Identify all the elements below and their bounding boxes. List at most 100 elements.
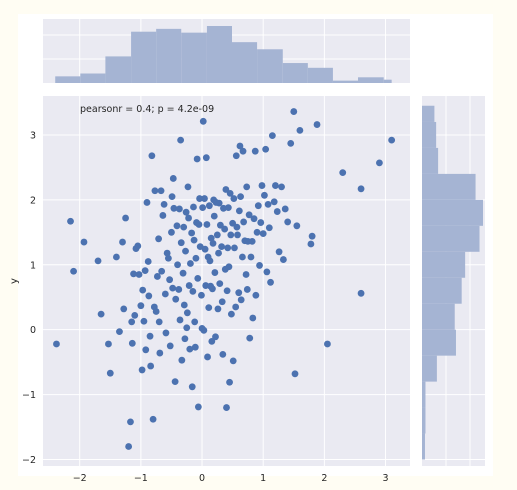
scatter-point xyxy=(192,254,200,262)
y-hist-bar xyxy=(422,277,462,304)
scatter-point xyxy=(177,239,185,247)
scatter-point xyxy=(149,415,157,423)
scatter-point xyxy=(94,257,102,265)
scatter-point xyxy=(127,418,134,426)
scatter-point xyxy=(199,117,207,125)
scatter-point xyxy=(227,310,235,318)
x-hist-bar xyxy=(232,42,258,83)
scatter-point xyxy=(205,202,213,210)
scatter-point xyxy=(251,147,259,155)
y-hist-bar xyxy=(422,199,483,226)
scatter-point xyxy=(293,222,301,230)
y-axis-label: y xyxy=(9,278,20,284)
x-hist-bar xyxy=(80,73,106,83)
scatter-point xyxy=(201,245,209,253)
scatter-point xyxy=(128,339,136,347)
scatter-point xyxy=(152,308,160,315)
scatter-point xyxy=(176,316,184,324)
scatter-point xyxy=(168,193,176,201)
scatter-point xyxy=(205,304,213,312)
scatter-point xyxy=(141,267,149,275)
scatter-point xyxy=(180,301,188,309)
scatter-point xyxy=(229,357,237,365)
top-hist-bars xyxy=(55,26,392,84)
scatter-point xyxy=(175,286,183,293)
x-hist-bar xyxy=(332,80,359,83)
scatter-point xyxy=(202,154,210,162)
scatter-point xyxy=(357,289,365,297)
scatter-point xyxy=(185,214,192,222)
scatter-point xyxy=(232,152,240,160)
y-tick-label: 2 xyxy=(30,195,36,206)
scatter-point xyxy=(267,278,274,286)
scatter-point xyxy=(162,329,170,337)
scatter-point xyxy=(279,256,287,263)
scatter-point xyxy=(213,231,221,239)
joint-plot-grid xyxy=(43,96,410,466)
scatter-point xyxy=(143,199,151,206)
scatter-point xyxy=(67,217,74,225)
scatter-point xyxy=(120,305,128,313)
x-tick-label: 0 xyxy=(199,473,205,484)
scatter-point xyxy=(174,261,181,269)
scatter-point xyxy=(135,271,143,278)
scatter-point xyxy=(240,218,248,226)
y-hist-bar xyxy=(422,329,456,356)
scatter-point xyxy=(226,189,234,197)
scatter-point xyxy=(187,260,194,267)
scatter-point xyxy=(194,403,202,411)
scatter-point xyxy=(209,239,217,247)
scatter-point xyxy=(224,204,232,212)
scatter-point xyxy=(53,340,60,348)
y-tick-label: 0 xyxy=(30,325,36,336)
scatter-point xyxy=(199,204,207,212)
x-hist-bar xyxy=(55,76,81,83)
scatter-point xyxy=(227,231,235,239)
scatter-point xyxy=(188,383,196,391)
x-hist-bar xyxy=(181,32,207,83)
scatter-point xyxy=(196,195,203,202)
scatter-point xyxy=(105,340,112,348)
y-tick-label: −1 xyxy=(22,390,36,401)
scatter-point xyxy=(185,282,193,289)
y-hist-bar xyxy=(422,105,435,122)
y-tick-label: 1 xyxy=(30,260,36,271)
scatter-point xyxy=(259,230,267,238)
scatter-point xyxy=(166,342,174,350)
scatter-point xyxy=(113,253,120,261)
scatter-point xyxy=(278,183,285,191)
scatter-point xyxy=(225,263,233,271)
scatter-point xyxy=(209,285,216,293)
scatter-point xyxy=(173,222,181,230)
scatter-point xyxy=(234,231,241,239)
x-hist-bar xyxy=(156,28,182,84)
scatter-point xyxy=(106,369,114,377)
scatter-point xyxy=(291,370,299,378)
scatter-point xyxy=(254,202,262,210)
scatter-point xyxy=(256,262,263,269)
scatter-point xyxy=(339,169,347,176)
scatter-point xyxy=(272,182,279,189)
scatter-point xyxy=(357,185,365,193)
joint-scatter-panel: pearsonr = 0.4; p = 4.2e-09 xyxy=(43,96,410,466)
scatter-point xyxy=(270,198,278,206)
scatter-point xyxy=(246,334,254,342)
scatter-point xyxy=(221,225,229,233)
scatter-point xyxy=(215,249,222,257)
scatter-point xyxy=(155,235,163,243)
scatter-point xyxy=(262,145,270,153)
scatter-point xyxy=(171,378,179,386)
scatter-point xyxy=(178,356,186,364)
scatter-points xyxy=(53,108,396,450)
scatter-point xyxy=(281,205,289,213)
scatter-point xyxy=(194,275,202,282)
scatter-point xyxy=(237,296,245,304)
x-tick-label: 1 xyxy=(260,473,266,484)
pearsonr-annotation: pearsonr = 0.4; p = 4.2e-09 xyxy=(80,104,214,115)
x-tick-label: −1 xyxy=(134,473,148,484)
scatter-point xyxy=(97,310,105,318)
scatter-point xyxy=(216,280,224,287)
scatter-point xyxy=(223,404,230,411)
scatter-point xyxy=(146,332,154,340)
y-hist-bar xyxy=(422,173,476,200)
